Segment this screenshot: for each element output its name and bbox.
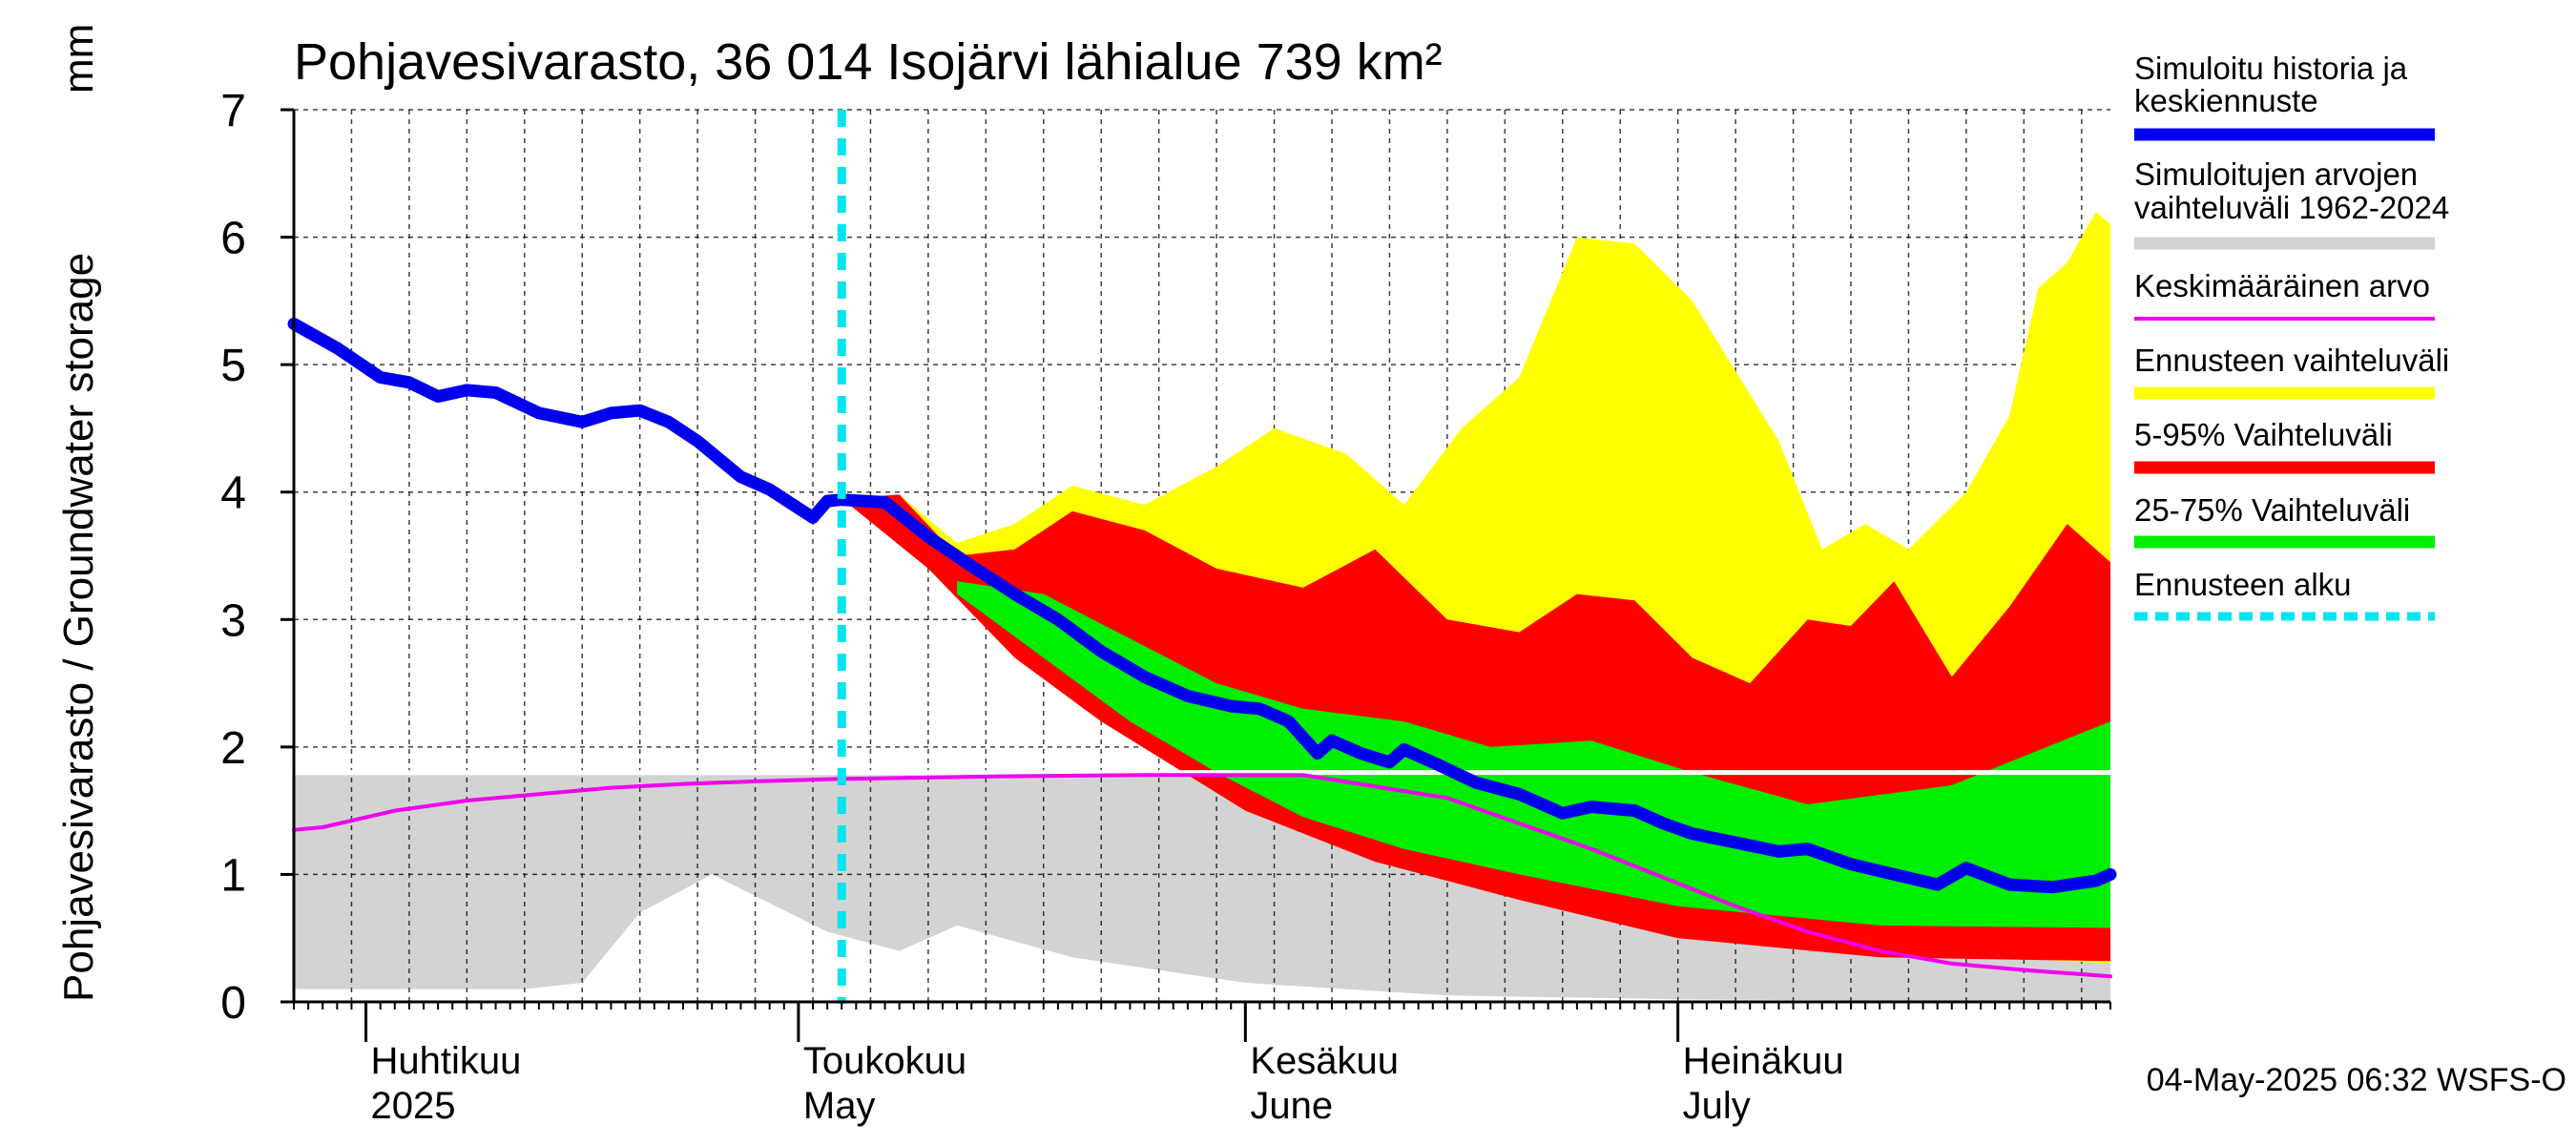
y-axis-unit: mm xyxy=(55,24,102,94)
month-label-fi: Toukokuu xyxy=(803,1040,966,1082)
month-label-en: June xyxy=(1250,1085,1333,1127)
month-label-en: 2025 xyxy=(371,1085,456,1127)
legend-label: 25-75% Vaihteluväli xyxy=(2134,492,2410,528)
y-axis-label: Pohjavesivarasto / Groundwater storage xyxy=(55,253,102,1002)
y-tick-label: 1 xyxy=(220,850,246,901)
timestamp-label: 04-May-2025 06:32 WSFS-O xyxy=(2147,1062,2566,1098)
y-tick-label: 0 xyxy=(220,978,246,1029)
legend-label: Simuloitu historia ja xyxy=(2134,51,2408,86)
legend-label: 5-95% Vaihteluväli xyxy=(2134,417,2393,452)
month-label-fi: Kesäkuu xyxy=(1250,1040,1399,1082)
y-tick-label: 2 xyxy=(220,723,246,774)
legend-label: Ennusteen alku xyxy=(2134,567,2352,602)
series-keskim-r-inen-arvo xyxy=(292,773,2112,979)
month-label-fi: Huhtikuu xyxy=(371,1040,522,1082)
legend-label: vaihteluväli 1962-2024 xyxy=(2134,190,2449,225)
plot-area: 01234567Huhtikuu2025ToukokuuMayKesäkuuJu… xyxy=(220,86,2117,1127)
y-tick-label: 4 xyxy=(220,468,246,519)
legend-label: Keskimääräinen arvo xyxy=(2134,268,2430,303)
band-25-75-vaihteluv-li xyxy=(957,581,2110,928)
chart-title: Pohjavesivarasto, 36 014 Isojärvi lähial… xyxy=(294,33,1443,91)
y-tick-label: 7 xyxy=(220,86,246,136)
y-tick-label: 5 xyxy=(220,341,246,391)
legend-label: Ennusteen vaihteluväli xyxy=(2134,343,2449,378)
legend-label: keskiennuste xyxy=(2134,83,2318,118)
month-label-en: July xyxy=(1683,1085,1751,1127)
y-tick-label: 6 xyxy=(220,214,246,264)
month-label-en: May xyxy=(803,1085,876,1127)
legend-label: Simuloitujen arvojen xyxy=(2134,156,2418,192)
month-label-fi: Heinäkuu xyxy=(1683,1040,1844,1082)
series-simuloitu-historia-ja-keskiennuste xyxy=(287,317,2117,894)
y-tick-label: 3 xyxy=(220,595,246,646)
